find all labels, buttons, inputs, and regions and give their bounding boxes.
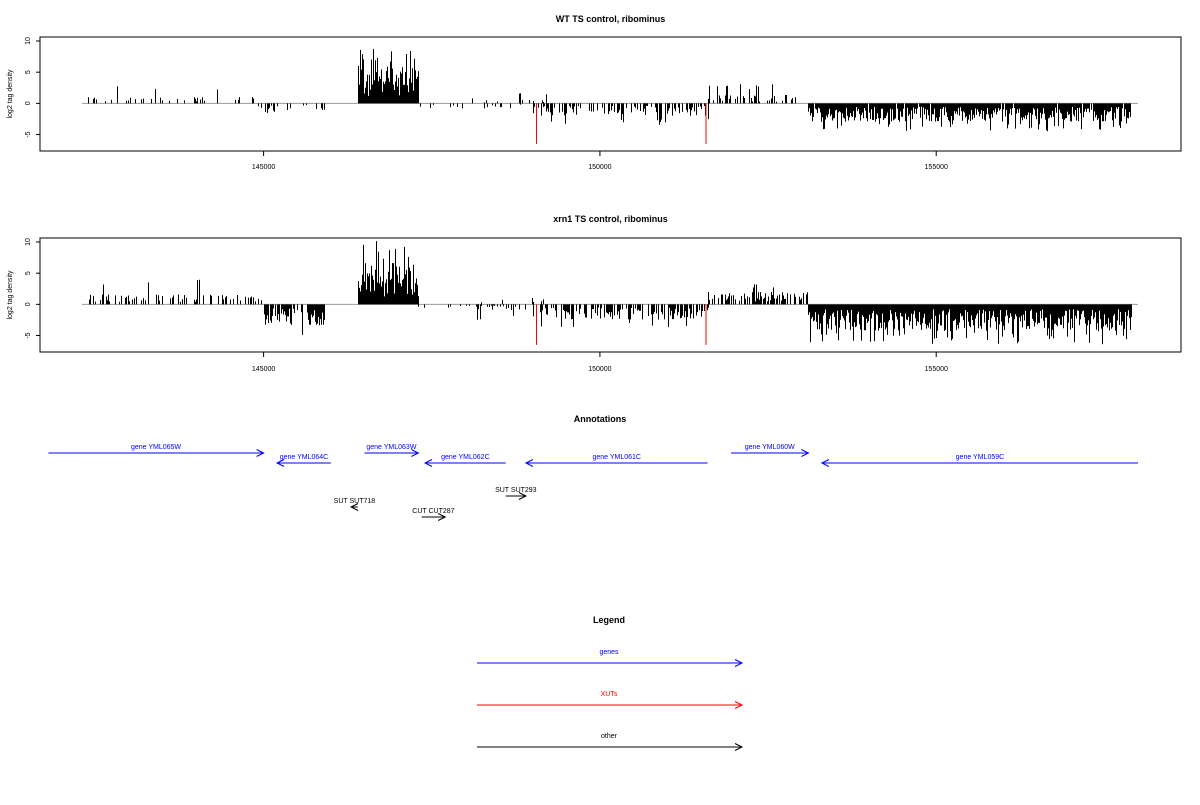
density-bars bbox=[88, 48, 1131, 132]
y-tick-label: -5 bbox=[25, 332, 32, 338]
annotation-label: SUT SUT293 bbox=[495, 487, 537, 494]
density-bars bbox=[89, 241, 1132, 345]
track-panel-2: xrn1 TS control, ribominus 10 5 0 -5 log2 tag… bbox=[7, 214, 1182, 373]
y-tick-label: 5 bbox=[25, 271, 32, 275]
legend-arrowhead bbox=[734, 701, 744, 709]
annotation-label: gene YML065W bbox=[131, 444, 181, 451]
x-tick-label: 150000 bbox=[588, 366, 611, 373]
x-tick-label: 150000 bbox=[588, 164, 611, 171]
legend-title: Legend bbox=[593, 615, 625, 625]
plot-frame bbox=[39, 36, 1182, 152]
annotation-feature: gene YML065W bbox=[48, 444, 265, 457]
y-tick-label: 10 bbox=[25, 238, 32, 246]
legend-entry: other bbox=[477, 733, 744, 751]
annotation-arrowhead bbox=[437, 513, 447, 521]
annotation-feature: gene YML064C bbox=[275, 454, 331, 467]
legend-entry: XUTs bbox=[477, 691, 744, 709]
annotation-feature: SUT SUT293 bbox=[495, 487, 537, 500]
annotation-label: gene YML062C bbox=[441, 454, 490, 461]
annotation-label: gene YML060W bbox=[745, 444, 795, 451]
annotation-label: gene YML064C bbox=[280, 454, 329, 461]
x-tick-label: 155000 bbox=[925, 366, 948, 373]
annotation-arrowhead bbox=[524, 459, 534, 467]
annotation-label: CUT CUT287 bbox=[412, 508, 454, 515]
annotation-feature: gene YML059C bbox=[820, 454, 1138, 467]
chart-title: WT TS control, ribominus bbox=[556, 14, 666, 24]
annotation-feature: gene YML061C bbox=[524, 454, 708, 467]
annotation-label: gene YML063W bbox=[366, 444, 416, 451]
x-tick-label: 145000 bbox=[252, 366, 275, 373]
legend-label: other bbox=[601, 733, 618, 740]
y-tick-label: 5 bbox=[25, 70, 32, 74]
legend-entry: genes bbox=[477, 649, 744, 667]
y-tick-label: 0 bbox=[25, 302, 32, 306]
annotation-feature: gene YML060W bbox=[731, 444, 810, 457]
y-axis-label: log2 tag density bbox=[7, 270, 14, 320]
annotation-arrowhead bbox=[801, 449, 810, 457]
annotation-arrowhead bbox=[820, 459, 830, 467]
plot-frame bbox=[39, 237, 1182, 353]
annotation-label: SUT SUT718 bbox=[334, 498, 376, 505]
annotation-arrowhead bbox=[423, 459, 433, 467]
annotation-arrowhead bbox=[411, 449, 420, 457]
annotation-arrowhead bbox=[518, 492, 528, 500]
chart-title: xrn1 TS control, ribominus bbox=[553, 214, 668, 224]
legend-arrowhead bbox=[734, 659, 744, 667]
y-tick-label: 0 bbox=[25, 101, 32, 105]
annotation-feature: gene YML062C bbox=[423, 454, 506, 467]
legend-panel: Legend genes XUTs other bbox=[477, 615, 744, 751]
y-axis-label: log2 tag density bbox=[7, 69, 14, 119]
y-tick-label: -5 bbox=[25, 131, 32, 137]
annotation-arrowhead bbox=[275, 459, 285, 467]
annotation-feature: SUT SUT718 bbox=[334, 498, 376, 511]
annotation-label: gene YML061C bbox=[592, 454, 641, 461]
x-tick-label: 145000 bbox=[252, 164, 275, 171]
annotation-label: gene YML059C bbox=[956, 454, 1005, 461]
annotation-arrowhead bbox=[349, 503, 359, 511]
annotation-arrowhead bbox=[256, 449, 265, 457]
legend-label: XUTs bbox=[601, 691, 618, 698]
x-tick-label: 155000 bbox=[925, 164, 948, 171]
track-panel-1: WT TS control, ribominus 10 5 0 -5 log2 tag d… bbox=[7, 14, 1182, 171]
annotation-feature: gene YML063W bbox=[364, 444, 420, 457]
legend-label: genes bbox=[599, 649, 619, 656]
annotation-feature: CUT CUT287 bbox=[412, 508, 455, 521]
legend-arrowhead bbox=[734, 743, 744, 751]
annotations-panel: Annotations gene YML065W gene YML064C gene … bbox=[48, 414, 1138, 521]
y-tick-label: 10 bbox=[25, 37, 32, 45]
annotations-title: Annotations bbox=[574, 414, 627, 424]
